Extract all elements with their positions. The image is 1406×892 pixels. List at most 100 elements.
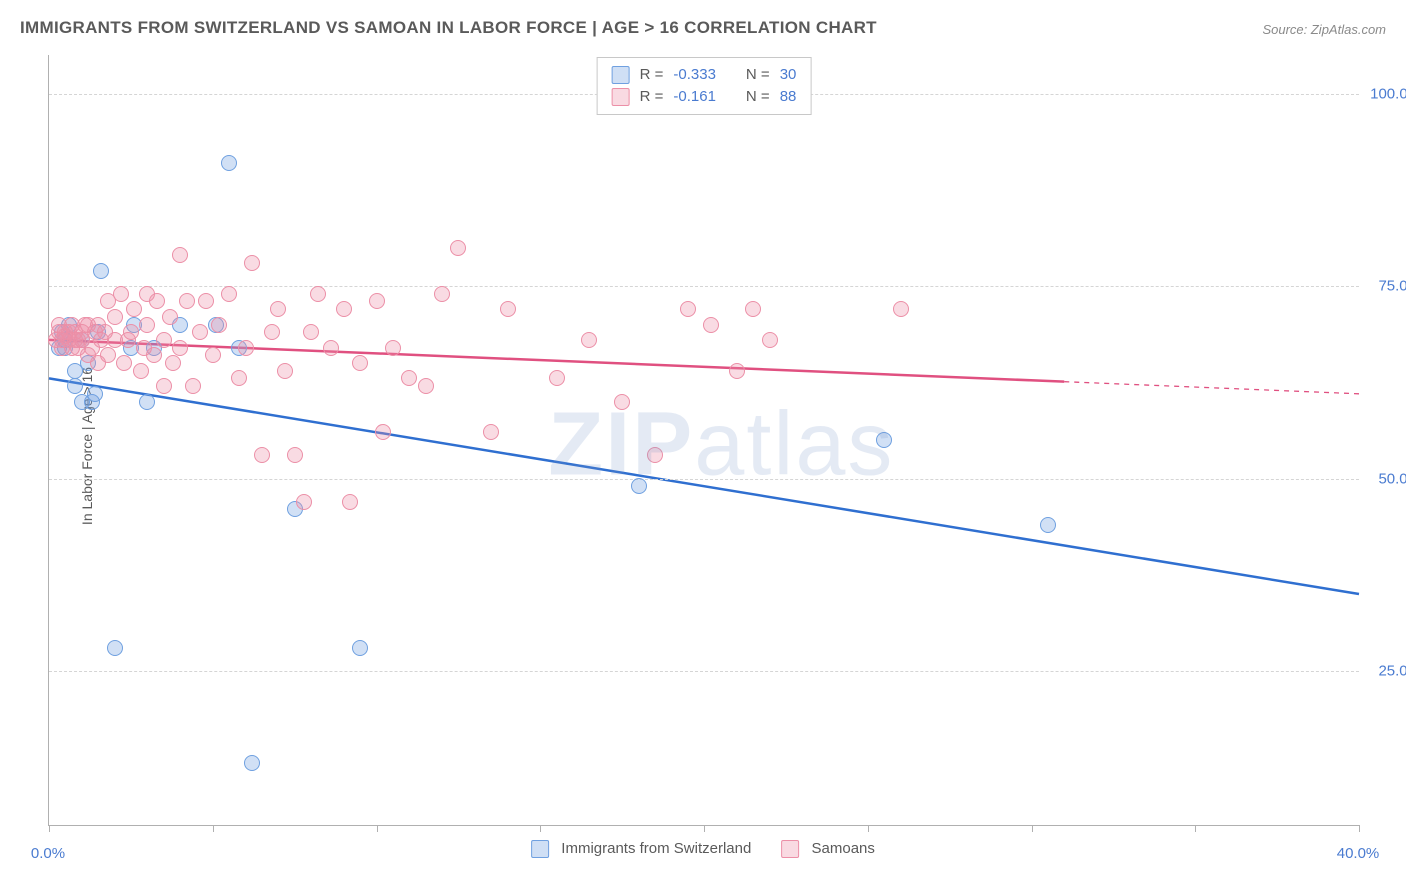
data-point	[680, 301, 696, 317]
series-legend: Immigrants from Switzerland Samoans	[531, 840, 875, 858]
data-point	[418, 378, 434, 394]
data-point	[211, 317, 227, 333]
data-point	[87, 386, 103, 402]
x-tick	[377, 825, 378, 832]
x-tick	[1032, 825, 1033, 832]
data-point	[116, 355, 132, 371]
data-point	[450, 240, 466, 256]
data-point	[172, 340, 188, 356]
data-point	[198, 293, 214, 309]
data-point	[67, 378, 83, 394]
data-point	[113, 286, 129, 302]
data-point	[244, 755, 260, 771]
data-point	[549, 370, 565, 386]
data-point	[172, 247, 188, 263]
data-point	[185, 378, 201, 394]
n-value: 88	[780, 86, 797, 108]
data-point	[336, 301, 352, 317]
legend-item-samoans: Samoans	[781, 840, 875, 858]
data-point	[287, 447, 303, 463]
legend-row: R = -0.161 N = 88	[612, 86, 797, 108]
x-tick	[49, 825, 50, 832]
n-value: 30	[780, 64, 797, 86]
data-point	[264, 324, 280, 340]
data-point	[352, 355, 368, 371]
data-point	[270, 301, 286, 317]
r-label: R =	[640, 86, 664, 108]
watermark-right: atlas	[694, 395, 894, 495]
x-tick	[540, 825, 541, 832]
x-tick	[1359, 825, 1360, 832]
data-point	[876, 432, 892, 448]
n-label: N =	[746, 64, 770, 86]
data-point	[126, 301, 142, 317]
data-point	[238, 340, 254, 356]
legend-swatch-icon	[781, 840, 799, 858]
data-point	[385, 340, 401, 356]
x-tick	[868, 825, 869, 832]
r-label: R =	[640, 64, 664, 86]
data-point	[631, 478, 647, 494]
data-point	[296, 494, 312, 510]
data-point	[434, 286, 450, 302]
data-point	[146, 347, 162, 363]
data-point	[401, 370, 417, 386]
data-point	[93, 263, 109, 279]
source-label: Source: ZipAtlas.com	[1262, 22, 1386, 37]
r-value: -0.161	[673, 86, 716, 108]
scatter-plot: ZIPatlas R = -0.333 N = 30 R = -0.161 N …	[48, 55, 1359, 826]
x-tick	[704, 825, 705, 832]
legend-row: R = -0.333 N = 30	[612, 64, 797, 86]
data-point	[277, 363, 293, 379]
y-tick-label: 100.0%	[1370, 85, 1406, 102]
data-point	[745, 301, 761, 317]
gridline	[49, 286, 1359, 287]
x-tick-label-min: 0.0%	[31, 845, 65, 862]
data-point	[893, 301, 909, 317]
data-point	[107, 640, 123, 656]
watermark-left: ZIP	[548, 395, 694, 495]
data-point	[192, 324, 208, 340]
data-point	[123, 324, 139, 340]
data-point	[156, 378, 172, 394]
legend-label: Samoans	[812, 840, 875, 857]
data-point	[703, 317, 719, 333]
data-point	[581, 332, 597, 348]
data-point	[647, 447, 663, 463]
data-point	[205, 347, 221, 363]
legend-swatch-icon	[531, 840, 549, 858]
data-point	[310, 286, 326, 302]
data-point	[231, 370, 247, 386]
data-point	[1040, 517, 1056, 533]
legend-label: Immigrants from Switzerland	[561, 840, 751, 857]
data-point	[342, 494, 358, 510]
data-point	[303, 324, 319, 340]
x-tick	[213, 825, 214, 832]
x-tick	[1195, 825, 1196, 832]
y-tick-label: 50.0%	[1378, 470, 1406, 487]
data-point	[107, 309, 123, 325]
data-point	[139, 394, 155, 410]
data-point	[500, 301, 516, 317]
data-point	[375, 424, 391, 440]
n-label: N =	[746, 86, 770, 108]
gridline	[49, 671, 1359, 672]
trend-lines	[49, 55, 1359, 825]
legend-swatch-samoans	[612, 88, 630, 106]
data-point	[369, 293, 385, 309]
data-point	[156, 332, 172, 348]
data-point	[149, 293, 165, 309]
data-point	[221, 155, 237, 171]
data-point	[139, 317, 155, 333]
data-point	[254, 447, 270, 463]
gridline	[49, 479, 1359, 480]
y-tick-label: 75.0%	[1378, 278, 1406, 295]
y-tick-label: 25.0%	[1378, 663, 1406, 680]
data-point	[162, 309, 178, 325]
data-point	[729, 363, 745, 379]
data-point	[352, 640, 368, 656]
data-point	[614, 394, 630, 410]
data-point	[221, 286, 237, 302]
x-tick-label-max: 40.0%	[1337, 845, 1380, 862]
watermark: ZIPatlas	[548, 394, 894, 497]
